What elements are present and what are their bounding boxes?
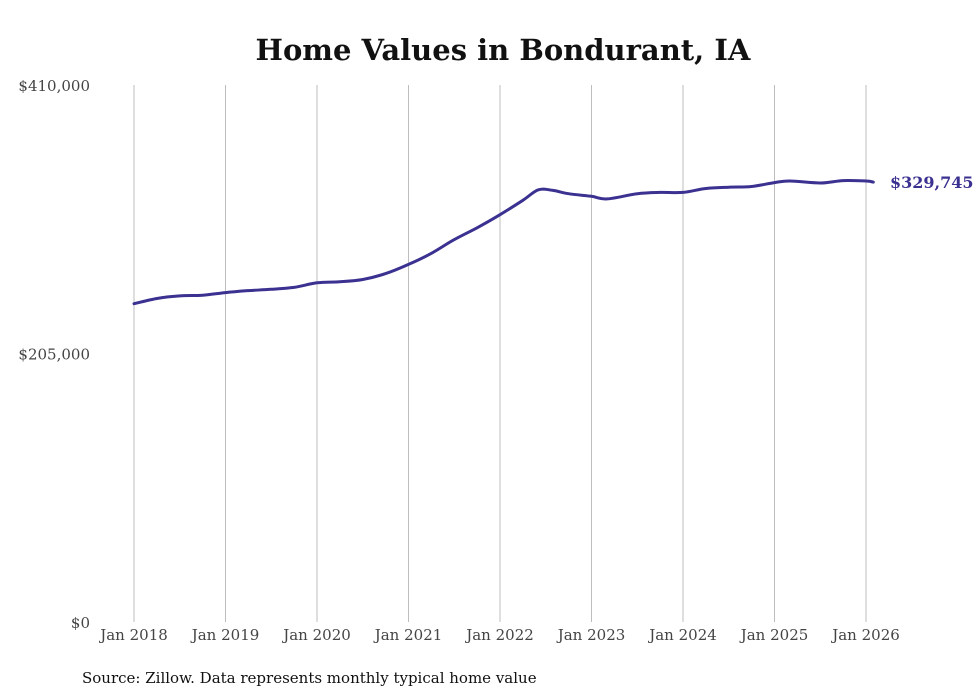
- x-tick-label: Jan 2019: [190, 626, 260, 644]
- x-tick-label: Jan 2018: [98, 626, 168, 644]
- source-note: Source: Zillow. Data represents monthly …: [82, 669, 537, 687]
- y-axis-ticks: $410,000 $205,000 $0: [18, 77, 90, 632]
- x-tick-label: Jan 2021: [373, 626, 443, 644]
- x-axis-ticks: Jan 2018 Jan 2019 Jan 2020 Jan 2021 Jan 2022…: [98, 626, 900, 644]
- x-tick-label: Jan 2022: [464, 626, 534, 644]
- y-tick-label: $410,000: [18, 77, 90, 95]
- y-tick-label: $0: [71, 614, 90, 632]
- x-tick-label: Jan 2020: [281, 626, 351, 644]
- x-tick-label: Jan 2023: [556, 626, 626, 644]
- gridlines: [133, 85, 867, 622]
- x-tick-label: Jan 2024: [647, 626, 717, 644]
- end-value-label: $329,745: [890, 173, 974, 192]
- series-layer: [132, 179, 875, 306]
- chart-title: Home Values in Bondurant, IA: [256, 33, 751, 67]
- home-value-line: [132, 179, 875, 306]
- y-tick-label: $205,000: [18, 346, 90, 364]
- x-tick-label: Jan 2025: [739, 626, 809, 644]
- x-tick-label: Jan 2026: [830, 626, 900, 644]
